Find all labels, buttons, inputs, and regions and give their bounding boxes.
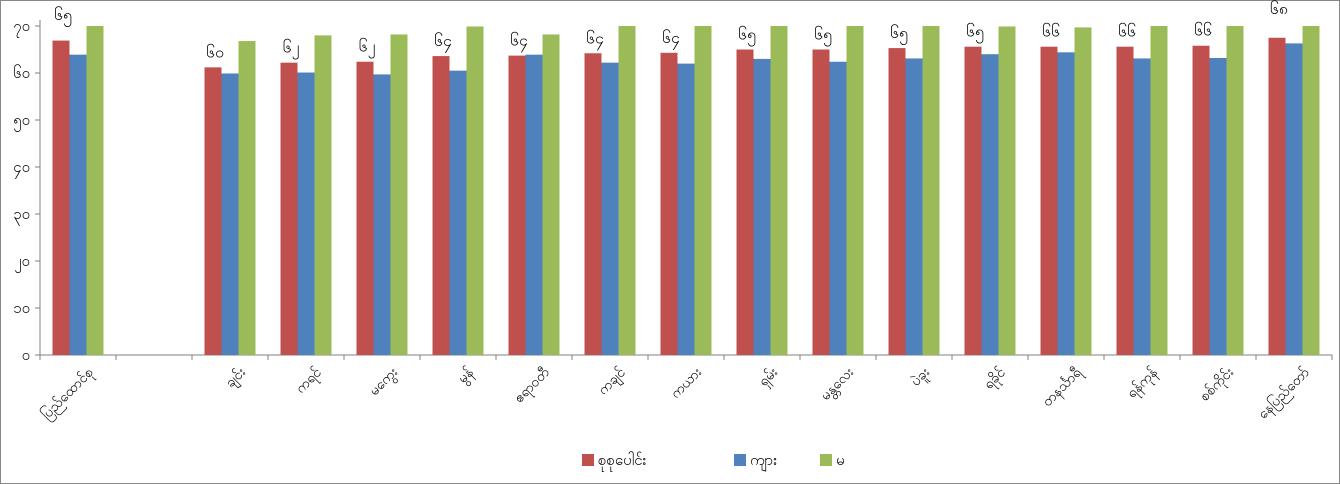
y-tick-label: ၆၀	[13, 64, 30, 82]
bar-10-11	[888, 48, 906, 356]
y-tick-label: ၄၀	[13, 158, 30, 179]
bar-4-9	[753, 58, 771, 356]
data-label: ၆၄	[510, 31, 528, 53]
bar-10-16	[1268, 37, 1286, 355]
legend-swatch	[582, 454, 594, 466]
data-label: ၆၂	[283, 38, 300, 60]
bar-10-2	[204, 67, 222, 356]
bar-10-7	[584, 53, 602, 355]
y-tick-label: ၃၀	[13, 205, 30, 226]
bar-10-0	[52, 40, 70, 355]
data-label: ၆၅	[54, 5, 72, 27]
bar-1-4	[390, 34, 408, 356]
bar-10-3	[280, 62, 298, 355]
bar-1-7	[618, 26, 636, 355]
bar-1-9	[770, 26, 788, 355]
bar-1-12	[998, 26, 1016, 355]
bar-1-14	[1150, 26, 1168, 355]
bar-1-6	[542, 34, 560, 356]
bar-4-12	[981, 54, 999, 355]
legend-label: မ	[836, 451, 845, 469]
data-label: ၆၀	[206, 42, 224, 61]
bar-1-15	[1226, 26, 1244, 355]
bar-10-14	[1116, 46, 1134, 356]
bar-10-12	[964, 46, 982, 356]
y-tick-label: ၁၀	[13, 299, 30, 317]
bar-10-8	[660, 52, 678, 355]
bar-10-9	[736, 49, 754, 355]
bar-4-15	[1209, 57, 1227, 356]
data-label: ၆၆	[1194, 21, 1212, 40]
bar-4-8	[677, 63, 695, 355]
y-tick-label: ၀	[22, 346, 30, 364]
data-label: ၆၅	[890, 23, 908, 45]
bar-1-13	[1074, 27, 1092, 355]
y-tick-label: ၂၀	[14, 252, 30, 273]
bar-4-0	[69, 54, 87, 356]
data-label: ၆၅	[966, 22, 984, 44]
data-label: ၆၈	[1270, 0, 1288, 18]
bar-4-3	[297, 72, 315, 355]
bar-4-7	[601, 62, 619, 355]
bar-1-16	[1302, 26, 1320, 355]
bar-4-14	[1133, 58, 1151, 356]
bar-1-8	[694, 26, 712, 355]
bar-1-11	[922, 26, 940, 355]
bar-4-13	[1057, 52, 1075, 355]
data-label: ၆၂	[359, 37, 376, 59]
legend-swatch	[734, 454, 746, 466]
bar-10-6	[508, 55, 526, 356]
data-label: ၆၄	[434, 31, 452, 53]
bar-1-2	[238, 41, 256, 355]
legend-label: ကျား	[750, 451, 777, 472]
bar-10-4	[356, 61, 374, 355]
bar-4-6	[525, 54, 543, 356]
legend-label: စုစုပေါင်း	[598, 451, 646, 472]
y-tick-label: ၅၀	[13, 111, 30, 132]
legend-swatch	[820, 454, 832, 466]
data-label: ၆၄	[662, 28, 680, 50]
bar-4-4	[373, 74, 391, 355]
data-label: ၆၄	[586, 28, 604, 50]
data-label: ၆၅	[738, 25, 756, 47]
bar-10-5	[432, 56, 450, 356]
data-label: ၆၅	[814, 25, 832, 47]
data-label: ၆၆	[1042, 22, 1060, 41]
bar-4-16	[1285, 43, 1303, 355]
bar-10-15	[1192, 45, 1210, 356]
y-tick-label: ၇၀	[13, 17, 30, 38]
bar-1-3	[314, 35, 332, 356]
bar-4-10	[829, 61, 847, 355]
data-label: ၆၆	[1118, 22, 1136, 41]
bar-1-10	[846, 26, 864, 355]
bar-4-11	[905, 58, 923, 356]
bar-10-10	[812, 49, 830, 355]
bar-4-5	[449, 70, 467, 356]
bar-1-0	[86, 26, 104, 355]
bar-4-2	[221, 73, 239, 355]
bar-10-13	[1040, 46, 1058, 356]
bar-1-5	[466, 26, 484, 355]
